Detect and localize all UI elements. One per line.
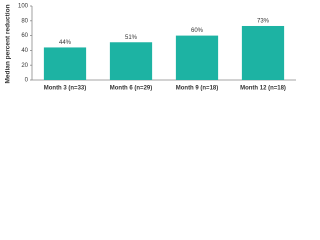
x-tick-label: Month 6 (n=29) (110, 86, 153, 92)
y-tick-label: 0 (25, 78, 29, 84)
y-tick-label: 100 (18, 4, 29, 10)
y-tick-label: 40 (21, 48, 28, 54)
bar (43, 47, 87, 80)
x-tick-label: Month 9 (n=18) (176, 86, 219, 92)
y-tick-label: 80 (21, 18, 28, 24)
chart: Median percent reduction 0 20 40 60 80 100 Mon… (5, 4, 296, 92)
value-label: 60% (191, 28, 204, 34)
bar (241, 25, 285, 80)
x-tick-label: Month 3 (n=33) (44, 86, 87, 92)
x-tick-label: Month 12 (n=18) (240, 86, 286, 92)
y-axis-label: Median percent reduction (5, 4, 12, 83)
y-tick-label: 20 (21, 63, 28, 69)
bar (175, 35, 219, 80)
bar (109, 42, 153, 80)
value-label: 51% (125, 35, 138, 41)
value-label: 44% (59, 40, 72, 46)
y-tick-label: 60 (21, 33, 28, 39)
value-label: 73% (257, 19, 270, 25)
